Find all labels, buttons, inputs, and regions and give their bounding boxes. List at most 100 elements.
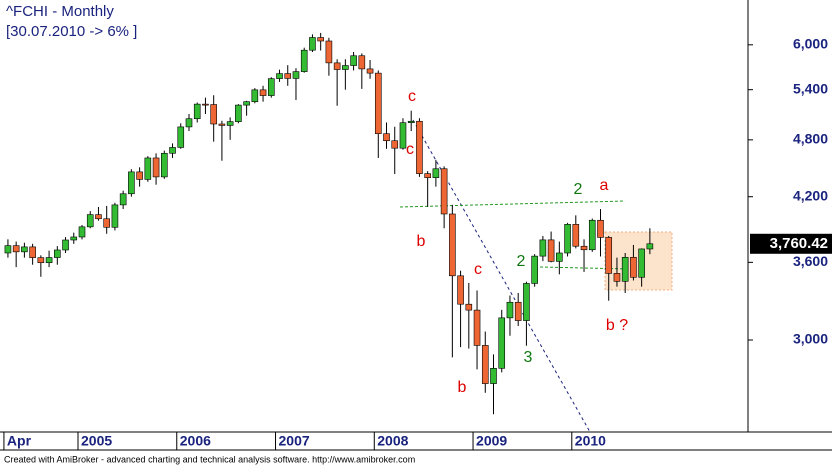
last-price-label: 3,760.42 [770,235,828,252]
candle-body [144,157,152,180]
y-tick-label: 5,400 [793,80,828,96]
candle-body [646,243,654,250]
candle-body [259,89,267,96]
candle-body [111,204,119,228]
candle-body [416,120,423,174]
x-tick-label: 2005 [81,433,112,449]
candle-body [45,257,53,264]
y-tick-label: 4,200 [793,187,828,203]
candle-body [276,73,283,79]
candle-body [169,147,176,154]
candle-body [531,255,538,284]
candle-body [136,171,143,180]
candle-body [193,103,201,120]
candle-body [70,236,78,241]
candle-body [325,40,333,64]
x-tick-label: 2006 [180,433,211,449]
candle-body [621,256,629,282]
candle-body [342,65,349,70]
annotation: c [406,141,414,158]
candle-body [424,173,431,178]
candle-body [119,193,127,206]
y-tick-label: 6,000 [793,36,828,52]
y-tick-label: 3,000 [793,331,828,347]
candle-body [457,275,464,305]
candle-body [407,120,415,124]
candle-body [498,317,506,369]
last-price-box [750,233,832,254]
candle-body [284,73,292,79]
candle-body [588,219,596,251]
annotation: b [458,379,467,396]
candle-body [638,248,645,278]
candle-body [177,126,185,148]
annotation: c [474,261,482,278]
candle-body [78,226,86,238]
annotation: 2 [517,253,526,270]
candle-body [218,123,226,126]
candle-body [374,72,382,134]
x-tick-label: 2009 [476,433,507,449]
candle-body [128,171,135,195]
candle-body [210,104,217,125]
candle-body [539,239,547,257]
candle-body [95,214,102,220]
candle-body [226,121,234,126]
candle-body [564,224,571,254]
candle-body [267,78,275,96]
candle-body [597,219,604,238]
chart-title: ^FCHI - Monthly [6,3,114,20]
candle-body [243,101,250,106]
candle-body [4,245,12,254]
y-tick-label: 4,800 [793,131,828,147]
candle-body [185,118,193,128]
candle-body [481,345,489,384]
annotation: b ? [606,317,628,334]
chart-subtitle: [30.07.2010 -> 6% ] [6,23,137,40]
candle-body [235,104,242,122]
candle-body [29,246,36,258]
candle-body [490,368,497,384]
candle-body [358,55,366,70]
support-line [539,266,631,270]
candle-body [300,49,308,72]
candle-body [317,37,324,42]
candle-body [309,37,316,51]
candle-body [506,301,514,319]
candle-body [465,303,473,311]
candle-body [161,152,168,178]
candle-body [202,103,209,106]
candle-body [62,239,69,251]
candle-body [152,157,160,178]
candle-body [473,309,481,346]
candle-body [366,68,374,74]
candle-body [350,55,357,66]
annotation: c [408,88,416,105]
candle-body [547,239,555,262]
candle-body [440,168,448,215]
candle-body [514,301,522,321]
annotation: a [600,177,609,194]
candle-body [251,89,259,102]
candle-body [556,252,563,262]
candle-body [613,273,621,282]
annotation: b [417,233,426,250]
candle-body [399,122,407,149]
candle-body [37,257,45,264]
candle-body [523,283,530,321]
candle-body [292,71,300,79]
resistance-line [399,200,626,208]
candle-body [21,246,28,253]
candle-body [333,62,341,70]
annotation: 2 [574,181,583,198]
candle-body [12,245,20,253]
candle-body [605,237,613,274]
candle-body [432,168,440,178]
x-tick-label: 2008 [377,433,408,449]
x-tick-label: 2010 [575,433,606,449]
candle-body [630,256,637,278]
candle-body [103,218,110,228]
x-tick-label: Apr [7,433,32,449]
candle-body [572,224,580,247]
